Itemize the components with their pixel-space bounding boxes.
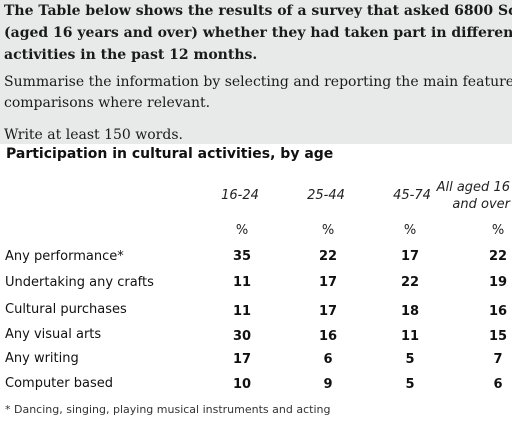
instruction-line: Summarise the information by selecting a… [4, 74, 512, 90]
table-footnote: * Dancing, singing, playing musical inst… [5, 403, 331, 416]
table-cell: 17 [318, 275, 338, 290]
table-cell: 6 [493, 377, 503, 392]
row-label: Cultural purchases [5, 302, 127, 317]
table-cell: 11 [232, 275, 252, 290]
instruction-text: Summarise the information by selecting a… [4, 72, 512, 114]
question-text: The Table below shows the results of a s… [4, 0, 512, 66]
table-cell: 17 [400, 249, 420, 264]
column-header-all-aged: All aged 16 and over [426, 179, 510, 213]
table-cell: 18 [400, 304, 420, 319]
table-cell: 16 [318, 329, 338, 344]
column-header-label: All aged 16 [436, 180, 510, 195]
row-label: Any performance* [5, 249, 124, 264]
column-header-25-44: 25-44 [286, 187, 366, 204]
table-cell: 19 [488, 275, 508, 290]
table-cell: 30 [232, 329, 252, 344]
table-cell: 9 [323, 377, 333, 392]
question-line: (aged 16 years and over) whether they ha… [4, 25, 512, 41]
row-label: Any writing [5, 351, 79, 366]
word-count-instruction: Write at least 150 words. [4, 127, 183, 143]
table-cell: 11 [400, 329, 420, 344]
column-header-label: and over [452, 197, 510, 212]
table-cell: 15 [488, 329, 508, 344]
unit-label: % [491, 223, 505, 238]
table-cell: 22 [318, 249, 338, 264]
question-line: The Table below shows the results of a s… [4, 3, 512, 19]
column-header-45-74: 45-74 [372, 187, 452, 204]
table-cell: 6 [323, 352, 333, 367]
unit-label: % [321, 223, 335, 238]
table-cell: 17 [318, 304, 338, 319]
row-label: Any visual arts [5, 327, 102, 342]
table-cell: 35 [232, 249, 252, 264]
table-cell: 5 [405, 352, 415, 367]
column-header-label: 25-44 [307, 188, 345, 203]
row-label: Undertaking any crafts [5, 275, 154, 290]
table-cell: 5 [405, 377, 415, 392]
table-cell: 16 [488, 304, 508, 319]
task-prompt: The Table below shows the results of a s… [0, 0, 512, 144]
table-cell: 22 [400, 275, 420, 290]
table-cell: 10 [232, 377, 252, 392]
table-cell: 11 [232, 304, 252, 319]
table-cell: 22 [488, 249, 508, 264]
table-cell: 17 [232, 352, 252, 367]
row-label: Computer based [5, 376, 113, 391]
column-header-label: 45-74 [393, 188, 431, 203]
instruction-line: comparisons where relevant. [4, 95, 211, 111]
column-header-label: 16-24 [221, 188, 259, 203]
column-header-16-24: 16-24 [200, 187, 280, 204]
table-title: Participation in cultural activities, by… [6, 146, 334, 162]
unit-label: % [403, 223, 417, 238]
unit-label: % [235, 223, 249, 238]
question-line: activities in the past 12 months. [4, 47, 258, 63]
table-cell: 7 [493, 352, 503, 367]
